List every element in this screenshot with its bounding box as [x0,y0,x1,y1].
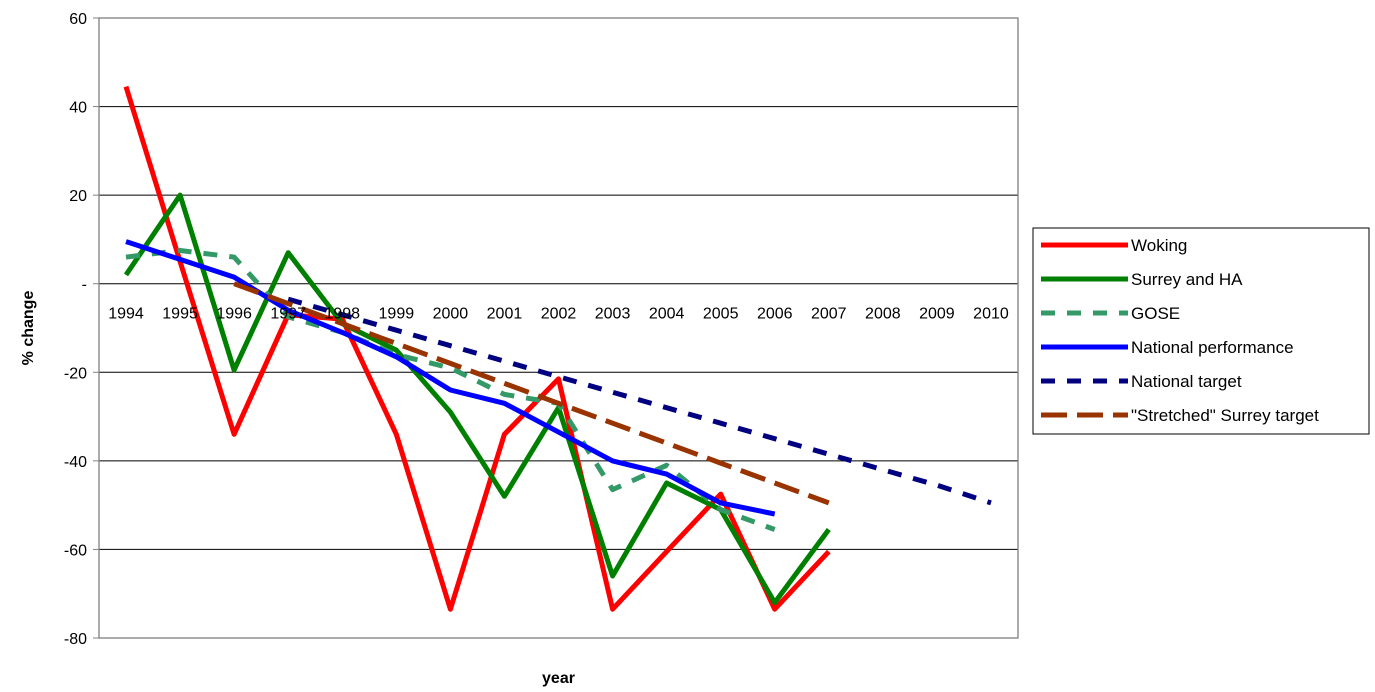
series-line-gose [125,248,776,532]
x-tick-label: 2005 [703,306,739,323]
y-tick-label: -60 [64,542,87,559]
series-lines [123,85,992,612]
x-tick-label: 1996 [216,306,252,323]
series-line-national-target [287,296,992,506]
x-tick-label: 2007 [811,306,847,323]
x-tick-label: 1995 [162,306,198,323]
legend: Woking Surrey and HA GOSE National performa… [1032,227,1370,435]
plot-area [98,17,1019,639]
y-tick-label: 60 [69,11,87,28]
series-line-national-performance [125,239,776,517]
x-tick-label: 2008 [865,306,901,323]
y-axis-ticks: 60 40 20 - -20 -40 -60 -80 [64,11,99,648]
legend-label: GOSE [1131,304,1180,323]
x-tick-label: 2002 [541,306,577,323]
series-line-stretched-surrey-target [233,281,830,506]
x-tick-label: 2009 [919,306,955,323]
legend-label: National target [1131,372,1242,391]
x-tick-label: 2004 [649,306,685,323]
y-tick-label: -20 [64,365,87,382]
y-tick-label: - [82,277,87,294]
y-tick-label: -40 [64,454,87,471]
legend-label: Woking [1131,236,1187,255]
legend-label: National performance [1131,338,1294,357]
x-tick-label: 1999 [379,306,415,323]
x-tick-label: 2006 [757,306,793,323]
legend-label: "Stretched" Surrey target [1131,406,1319,425]
legend-box [1032,227,1370,435]
y-tick-label: 20 [69,188,87,205]
y-tick-label: 40 [69,100,87,117]
x-tick-label: 2000 [433,306,469,323]
x-axis-ticks: 1994 1995 1996 1997 1998 1999 2000 2001 2002 2003… [108,306,1009,323]
x-tick-label: 1994 [108,306,144,323]
x-axis-title: year [542,670,575,687]
y-axis-title: % change [20,291,37,366]
y-tick-label: -80 [64,631,87,648]
grid-lines [99,17,1018,639]
series-line-surrey-and-ha [123,192,831,606]
series-line-woking [123,85,831,612]
x-tick-label: 2003 [595,306,631,323]
x-tick-label: 2001 [487,306,523,323]
x-tick-label: 1998 [324,306,360,323]
legend-label: Surrey and HA [1131,270,1243,289]
x-tick-label: 2010 [973,306,1009,323]
x-tick-label: 1997 [270,306,306,323]
